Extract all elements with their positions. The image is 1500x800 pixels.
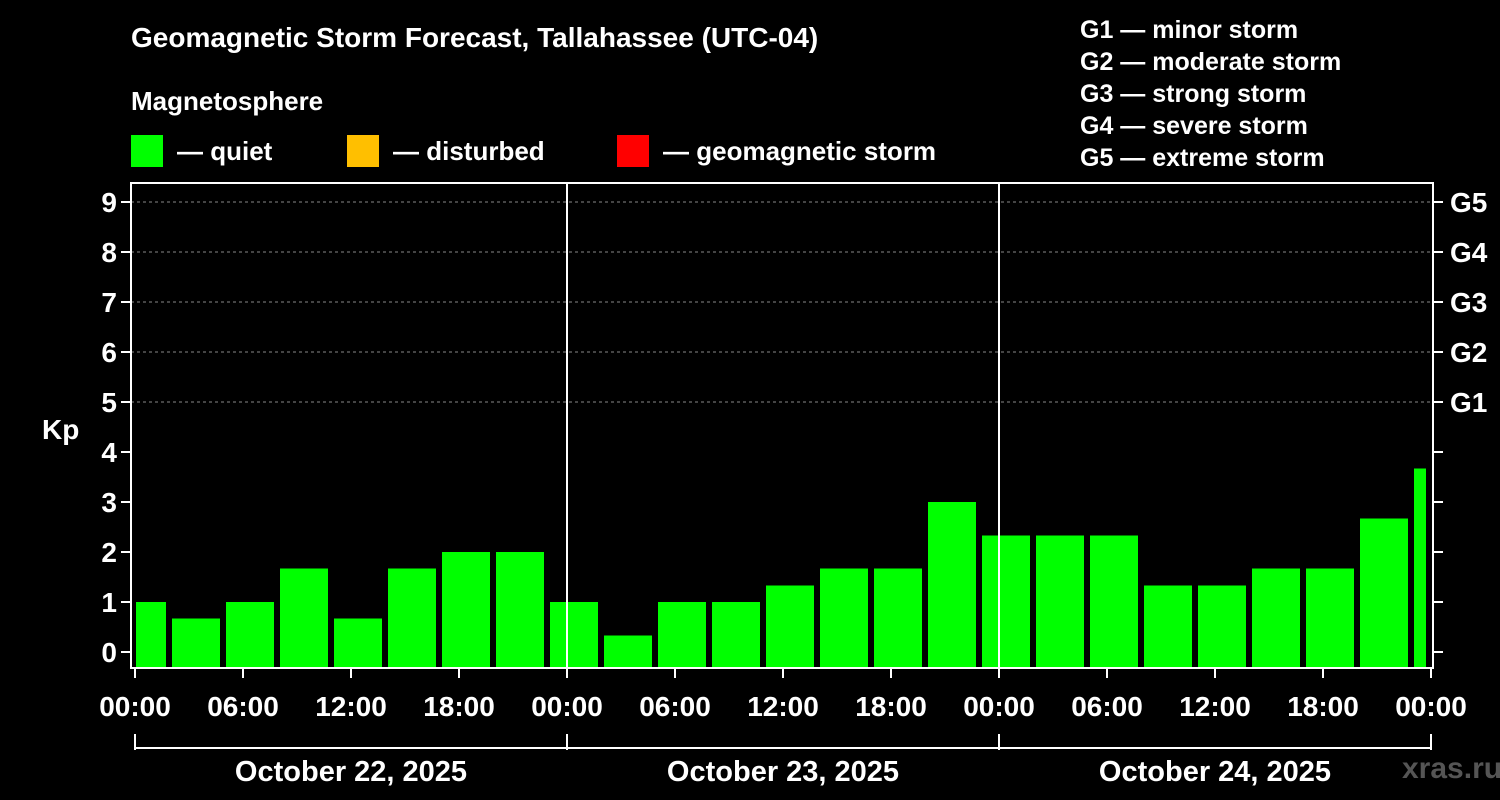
g-scale-g5: G5 — extreme storm (1080, 144, 1325, 172)
g-scale-g1: G1 — minor storm (1080, 16, 1299, 44)
kp-bar-4 (334, 618, 382, 668)
kp-bar-11 (712, 602, 760, 668)
y-tick-label-6: 6 (101, 337, 117, 368)
legend-quiet: — quiet (131, 134, 272, 168)
y-tick-label-9: 9 (101, 187, 117, 218)
day-label-0: October 22, 2025 (235, 756, 467, 788)
x-tick-label-6: 12:00 (747, 691, 819, 722)
x-tick-label-11: 18:00 (1287, 691, 1359, 722)
y-tick-label-4: 4 (101, 437, 117, 468)
kp-bar-10 (658, 602, 706, 668)
kp-bar-13 (820, 568, 868, 668)
g-axis-label-g2: G2 (1450, 337, 1487, 368)
x-tick-label-12: 00:00 (1395, 691, 1467, 722)
kp-bar-5 (388, 568, 436, 668)
g-scale-g2: G2 — moderate storm (1080, 48, 1342, 76)
magnetosphere-label: Magnetosphere (131, 86, 324, 116)
y-tick-label-1: 1 (101, 587, 117, 618)
kp-bar-0 (136, 602, 166, 668)
y-tick-label-2: 2 (101, 537, 117, 568)
kp-bar-23 (1360, 518, 1408, 668)
g-axis-label-g4: G4 (1450, 237, 1488, 268)
kp-bar-16 (982, 535, 1030, 668)
kp-bar-7 (496, 552, 544, 668)
y-tick-label-3: 3 (101, 487, 117, 518)
kp-bar-15 (928, 502, 976, 668)
legend-label-disturbed: — disturbed (393, 135, 545, 166)
y-tick-label-7: 7 (101, 287, 117, 318)
x-tick-label-0: 00:00 (99, 691, 171, 722)
kp-bar-22 (1306, 568, 1354, 668)
x-tick-label-9: 06:00 (1071, 691, 1143, 722)
y-axis-label: Kp (42, 414, 79, 445)
kp-bar-9 (604, 635, 652, 668)
x-tick-label-2: 12:00 (315, 691, 387, 722)
chart-title: Geomagnetic Storm Forecast, Tallahassee … (131, 22, 819, 53)
legend-swatch-storm (617, 135, 649, 167)
kp-bar-6 (442, 552, 490, 668)
y-tick-label-5: 5 (101, 387, 117, 418)
g-axis-label-g5: G5 (1450, 187, 1487, 218)
legend-swatch-quiet (131, 135, 163, 167)
kp-bar-20 (1198, 585, 1246, 668)
kp-bar-12 (766, 585, 814, 668)
kp-bar-24 (1414, 468, 1426, 668)
kp-bar-8 (550, 602, 598, 668)
x-tick-label-10: 12:00 (1179, 691, 1251, 722)
x-tick-label-4: 00:00 (531, 691, 603, 722)
kp-bar-3 (280, 568, 328, 668)
legend-label-storm: — geomagnetic storm (663, 135, 937, 166)
legend-disturbed: — disturbed (347, 134, 545, 168)
watermark: xras.ru (1402, 752, 1500, 785)
x-tick-label-3: 18:00 (423, 691, 495, 722)
legend-storm: — geomagnetic storm (617, 134, 936, 168)
legend-label-quiet: — quiet (177, 135, 273, 166)
kp-bar-17 (1036, 535, 1084, 668)
g-scale-g4: G4 — severe storm (1080, 112, 1308, 140)
kp-bar-21 (1252, 568, 1300, 668)
kp-bar-2 (226, 602, 274, 668)
y-tick-label-8: 8 (101, 237, 117, 268)
legend-swatch-disturbed (347, 135, 379, 167)
x-tick-label-5: 06:00 (639, 691, 711, 722)
g-scale-g3: G3 — strong storm (1080, 80, 1307, 108)
y-tick-label-0: 0 (101, 637, 117, 668)
kp-bar-1 (172, 618, 220, 668)
x-tick-label-7: 18:00 (855, 691, 927, 722)
kp-bar-18 (1090, 535, 1138, 668)
day-label-2: October 24, 2025 (1099, 756, 1331, 788)
x-tick-label-8: 00:00 (963, 691, 1035, 722)
g-axis-label-g3: G3 (1450, 287, 1487, 318)
day-label-1: October 23, 2025 (667, 756, 899, 788)
g-axis-label-g1: G1 (1450, 387, 1487, 418)
g-scale-legend: G1 — minor storm G2 — moderate storm G3 … (1080, 14, 1341, 174)
kp-bar-14 (874, 568, 922, 668)
kp-bar-19 (1144, 585, 1192, 668)
x-tick-label-1: 06:00 (207, 691, 279, 722)
